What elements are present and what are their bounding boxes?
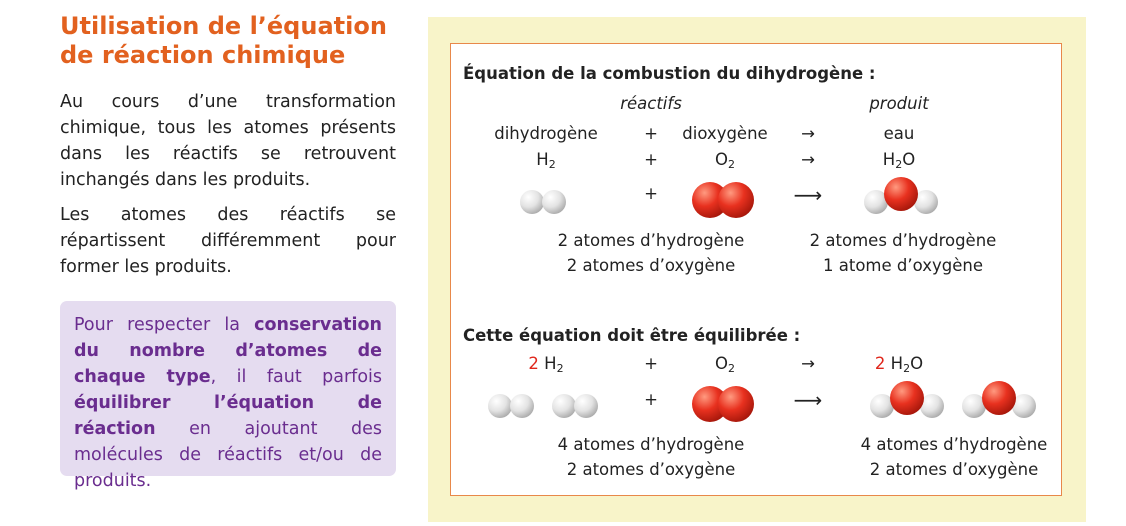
h2o-molecule bbox=[870, 381, 944, 418]
o2-molecule bbox=[692, 182, 754, 218]
reaction-arrow: → bbox=[801, 150, 815, 169]
h2o-molecule bbox=[962, 381, 1036, 418]
callout-text-2: , il faut parfois bbox=[210, 367, 383, 387]
callout-text-1: Pour respecter la bbox=[74, 315, 255, 335]
balanced-heading: Cette équation doit être équilibrée : bbox=[463, 326, 801, 345]
reaction-arrow: → bbox=[801, 354, 815, 373]
prod-count-h: 2 atomes d’hydrogène bbox=[809, 231, 997, 250]
react-count2-o: 2 atomes d’oxygène bbox=[566, 460, 736, 479]
produit-label: produit bbox=[869, 94, 929, 113]
react-count-h: 2 atomes d’hydrogène bbox=[557, 231, 745, 250]
formula-o2: O2 bbox=[715, 150, 735, 171]
formula-h2o: H2O bbox=[882, 150, 916, 171]
react-count-o: 2 atomes d’oxygène bbox=[566, 256, 736, 275]
prod-count2-o: 2 atomes d’oxygène bbox=[869, 460, 1039, 479]
formula-h2: H2 bbox=[536, 150, 556, 171]
react-count2-h: 4 atomes d’hydrogène bbox=[557, 435, 745, 454]
h2-molecule bbox=[520, 190, 566, 214]
balanced-2h2o: 2 H2O bbox=[874, 354, 924, 375]
equation-frame bbox=[450, 43, 1062, 496]
long-reaction-arrow: ⟶ bbox=[793, 388, 823, 412]
combustion-heading: Équation de la combustion du dihydrogène… bbox=[463, 64, 876, 83]
callout-text-3: en ajoutant des molécules de réactifs et… bbox=[74, 419, 382, 491]
h2o-molecule bbox=[864, 177, 938, 214]
section-title-line2: de réaction chimique bbox=[60, 41, 346, 69]
h2-molecule bbox=[488, 394, 534, 418]
plus-sign: + bbox=[644, 390, 658, 409]
dihydrogene-word: dihydrogène bbox=[494, 124, 598, 143]
callout-bold-1: conservation du nombre d’atomes de chaqu… bbox=[74, 315, 382, 387]
conservation-callout: Pour respecter la conservation du nombre… bbox=[60, 301, 396, 491]
prod-count2-h: 4 atomes d’hydrogène bbox=[860, 435, 1048, 454]
plus-sign: + bbox=[644, 184, 658, 203]
intro-paragraph: Au cours d’une transformation chimique, … bbox=[60, 92, 396, 190]
prod-count-o: 1 atome d’oxygène bbox=[823, 256, 983, 275]
reactifs-label: réactifs bbox=[620, 94, 682, 113]
balanced-2h2: 2 H2 bbox=[528, 354, 564, 375]
plus-sign: + bbox=[644, 150, 658, 169]
reaction-arrow: → bbox=[801, 124, 815, 143]
eau-word: eau bbox=[883, 124, 915, 143]
plus-sign: + bbox=[644, 354, 658, 373]
section-title-line1: Utilisation de l’équation bbox=[60, 12, 387, 40]
long-reaction-arrow: ⟶ bbox=[793, 183, 823, 207]
balanced-o2: O2 bbox=[715, 354, 735, 375]
dioxygene-word: dioxygène bbox=[682, 124, 768, 143]
section-title: Utilisation de l’équation de réaction ch… bbox=[60, 12, 410, 70]
o2-molecule bbox=[692, 386, 754, 422]
redistribution-paragraph: Les atomes des réactifs se répartissent … bbox=[60, 205, 396, 277]
callout-bold-2: équilibrer l’équation de réaction bbox=[74, 393, 382, 439]
plus-sign: + bbox=[644, 124, 658, 143]
h2-molecule bbox=[552, 394, 598, 418]
